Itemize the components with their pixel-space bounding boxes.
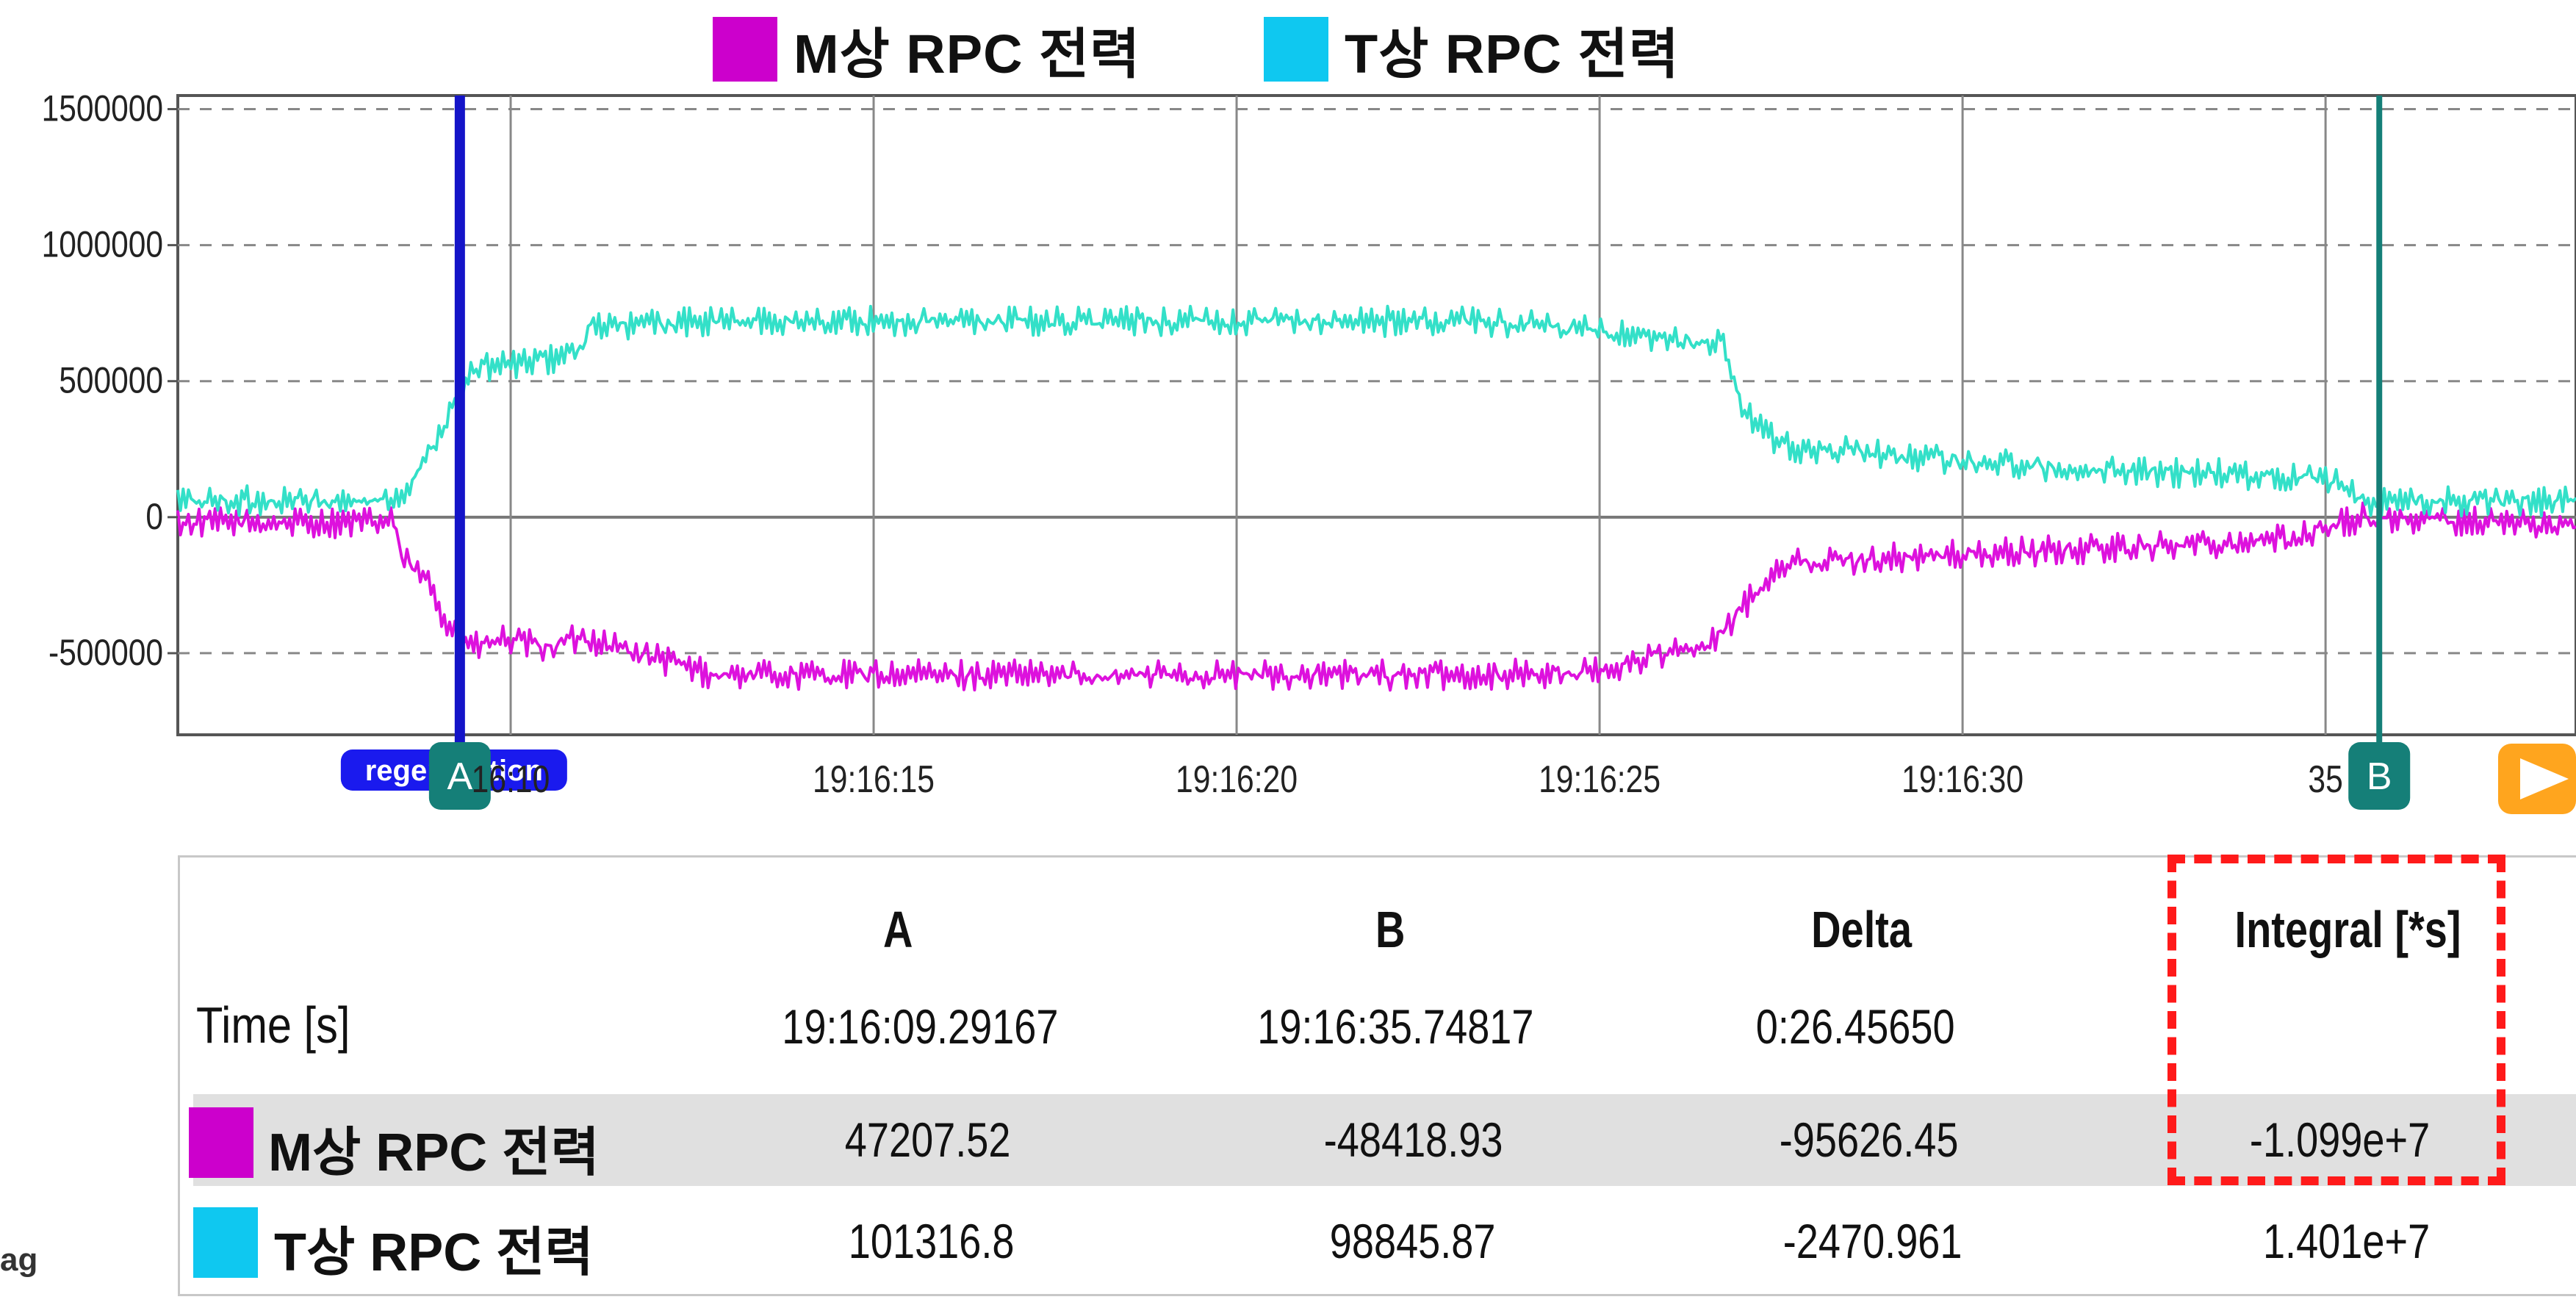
cropped-text-fragment: ag <box>0 1242 38 1278</box>
legend-label-t: T상 RPC 전력 <box>1345 23 1680 85</box>
t-value-delta: -2470.961 <box>1782 1214 1962 1268</box>
legend-item-t-phase[interactable]: T상 RPC 전력 <box>1264 16 1680 85</box>
x-tick-label: 35 <box>2308 758 2342 801</box>
time-label: Time [s] <box>196 996 350 1054</box>
time-value-b: 19:16:35.74817 <box>1257 999 1534 1054</box>
t-value-b: 98845.87 <box>1329 1214 1496 1268</box>
row-swatch-m <box>189 1107 253 1178</box>
time-value-delta: 0:26.45650 <box>1755 999 1955 1054</box>
m-value-b: -48418.93 <box>1323 1112 1503 1167</box>
m-value-delta: -95626.45 <box>1779 1112 1959 1167</box>
x-tick-label: 19:16:30 <box>1902 758 2023 801</box>
legend-swatch-m <box>713 17 777 82</box>
legend-item-m-phase[interactable]: M상 RPC 전력 <box>713 16 1140 85</box>
x-tick-label: 19:16:15 <box>813 758 935 801</box>
header-b: B <box>1375 901 1406 958</box>
legend-swatch-t <box>1264 17 1328 82</box>
m-value-integral: -1.099e+7 <box>2249 1112 2431 1167</box>
series-line-t <box>176 304 2576 518</box>
line-chart[interactable]: regenerationAB 150000010000005000000-500… <box>0 0 2576 830</box>
cursor-layer[interactable]: regenerationAB <box>340 96 2576 814</box>
cursor-label-a: A <box>447 755 473 798</box>
cursor-handle-b[interactable] <box>2348 742 2411 810</box>
row-label-m: M상 RPC 전력 <box>268 1124 600 1182</box>
y-tick-label: 1000000 <box>42 223 163 265</box>
header-delta: Delta <box>1811 901 1913 958</box>
grid-layer <box>176 94 2576 736</box>
integral-highlight-box <box>2167 855 2505 1185</box>
x-tick-label: 19:16:20 <box>1176 758 1298 801</box>
t-value-integral: 1.401e+7 <box>2262 1214 2431 1268</box>
chart-legend: M상 RPC 전력 T상 RPC 전력 <box>0 0 2576 96</box>
y-tick-label: -500000 <box>48 632 163 673</box>
y-tick-label: 1500000 <box>42 87 163 129</box>
legend-label-m: M상 RPC 전력 <box>794 23 1141 85</box>
table-row-m-highlight <box>193 1094 2576 1186</box>
x-tick-label: 19:16:25 <box>1539 758 1661 801</box>
y-tick-label: 500000 <box>59 359 163 400</box>
plot-area <box>176 94 2576 736</box>
axis-layer: 1500000 1000000 500000 0 -500000 16:10 19:16:1… <box>42 87 2343 801</box>
m-value-a: 47207.52 <box>844 1112 1011 1167</box>
time-value-a: 19:16:09.29167 <box>782 999 1059 1054</box>
row-label-t: T상 RPC 전력 <box>274 1223 594 1282</box>
series-layer <box>176 304 2576 692</box>
cursor-readout-table: A B Delta Integral [*s] Time [s] 19:16:0… <box>178 855 2576 1296</box>
cursor-handle-a[interactable] <box>428 742 491 810</box>
row-swatch-t <box>193 1207 258 1278</box>
series-line-m <box>176 501 2576 692</box>
y-tick-label: 0 <box>145 496 163 537</box>
header-a: A <box>883 901 913 958</box>
t-value-a: 101316.8 <box>848 1214 1015 1268</box>
cursor-label-b: B <box>2367 755 2392 798</box>
play-icon <box>2520 758 2569 799</box>
header-integral: Integral [*s] <box>2234 901 2461 958</box>
x-tick-label: 16:10 <box>472 758 550 801</box>
